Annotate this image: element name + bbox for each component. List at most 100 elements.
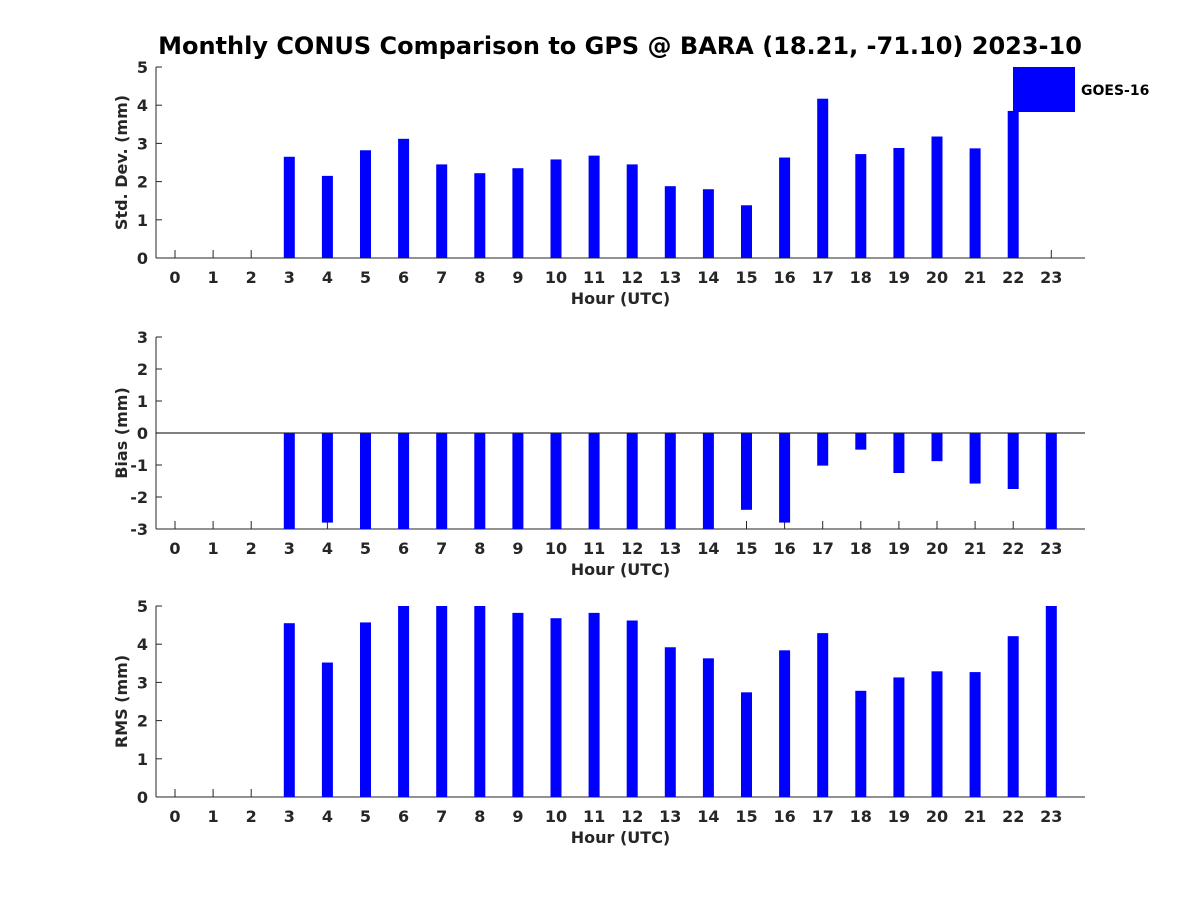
y-tick-label: 3	[137, 328, 148, 347]
x-tick-label: 17	[812, 807, 834, 826]
x-tick-label: 10	[545, 539, 567, 558]
x-tick-label: 11	[583, 268, 605, 287]
bar-hour-10	[550, 159, 562, 258]
bar-hour-21	[969, 148, 981, 258]
x-tick-label: 14	[697, 268, 719, 287]
bar-hour-14	[702, 433, 714, 529]
x-tick-label: 7	[436, 268, 447, 287]
bar-hour-10	[550, 618, 562, 797]
x-tick-label: 21	[964, 268, 986, 287]
bar-hour-5	[360, 622, 371, 797]
x-tick-label: 8	[474, 268, 485, 287]
x-tick-label: 1	[208, 268, 219, 287]
bar-hour-6	[398, 138, 410, 258]
x-axis-label: Hour (UTC)	[571, 289, 671, 308]
bar-hour-3	[283, 623, 295, 797]
x-tick-label: 13	[659, 539, 681, 558]
x-tick-label: 22	[1002, 539, 1024, 558]
y-tick-label: 2	[137, 360, 148, 379]
y-tick-label: 0	[137, 249, 148, 268]
x-tick-label: 9	[512, 807, 523, 826]
bar-hour-19	[893, 433, 905, 473]
x-tick-label: 23	[1040, 268, 1062, 287]
bar-hour-17	[817, 433, 829, 466]
y-axis-label: RMS (mm)	[112, 655, 131, 748]
y-tick-label: 1	[137, 392, 148, 411]
legend-swatch	[1013, 67, 1075, 112]
bar-hour-19	[893, 147, 905, 258]
x-tick-label: 15	[735, 539, 757, 558]
x-tick-label: 5	[360, 807, 371, 826]
x-tick-label: 15	[735, 268, 757, 287]
x-tick-label: 4	[322, 807, 333, 826]
x-tick-label: 16	[773, 807, 795, 826]
bar-hour-8	[474, 606, 486, 797]
bar-hour-15	[741, 205, 752, 258]
y-tick-label: 3	[137, 673, 148, 692]
x-tick-label: 16	[773, 268, 795, 287]
y-tick-label: 5	[137, 58, 148, 77]
x-tick-label: 14	[697, 539, 719, 558]
bar-hour-16	[779, 650, 791, 797]
bar-hour-5	[360, 150, 371, 258]
bar-hour-9	[512, 168, 524, 258]
bar-hour-15	[741, 692, 752, 797]
bar-hour-6	[398, 606, 410, 797]
x-tick-label: 11	[583, 539, 605, 558]
x-tick-label: 2	[246, 268, 257, 287]
x-tick-label: 21	[964, 807, 986, 826]
bar-hour-12	[626, 620, 638, 797]
x-tick-label: 2	[246, 539, 257, 558]
bar-hour-22	[1007, 110, 1019, 259]
bar-hour-11	[588, 433, 600, 529]
bar-hour-10	[550, 433, 562, 529]
x-tick-label: 14	[697, 807, 719, 826]
bar-hour-14	[702, 189, 714, 258]
x-tick-label: 18	[850, 268, 872, 287]
bar-hour-4	[321, 433, 333, 523]
x-tick-label: 12	[621, 807, 643, 826]
x-tick-label: 21	[964, 539, 986, 558]
x-tick-label: 13	[659, 268, 681, 287]
x-tick-label: 11	[583, 807, 605, 826]
x-tick-label: 6	[398, 807, 409, 826]
bar-hour-3	[283, 433, 295, 529]
bar-hour-20	[931, 433, 943, 462]
x-tick-label: 3	[284, 807, 295, 826]
x-tick-label: 1	[208, 807, 219, 826]
bar-hour-11	[588, 612, 600, 797]
bar-hour-18	[855, 690, 867, 797]
x-tick-label: 15	[735, 807, 757, 826]
x-tick-label: 6	[398, 268, 409, 287]
bar-hour-23	[1045, 433, 1057, 529]
y-tick-label: 5	[137, 597, 148, 616]
y-tick-label: 3	[137, 134, 148, 153]
bar-hour-8	[474, 433, 486, 529]
bar-hour-15	[741, 433, 752, 510]
bar-hour-16	[779, 157, 791, 258]
chart-title: Monthly CONUS Comparison to GPS @ BARA (…	[158, 32, 1082, 60]
y-tick-label: 2	[137, 173, 148, 192]
x-axis-label: Hour (UTC)	[571, 560, 671, 579]
bar-hour-4	[321, 662, 333, 797]
y-tick-label: -1	[130, 456, 148, 475]
x-tick-label: 18	[850, 539, 872, 558]
bar-hour-23	[1045, 606, 1057, 797]
x-tick-label: 5	[360, 539, 371, 558]
bar-hour-17	[817, 633, 829, 797]
x-tick-label: 3	[284, 268, 295, 287]
bar-hour-5	[360, 433, 371, 529]
x-tick-label: 23	[1040, 539, 1062, 558]
x-tick-label: 22	[1002, 807, 1024, 826]
bar-hour-9	[512, 612, 524, 797]
bar-hour-7	[436, 164, 448, 258]
legend: GOES-16	[1013, 67, 1149, 112]
x-tick-label: 22	[1002, 268, 1024, 287]
x-tick-label: 0	[169, 807, 180, 826]
bar-hour-16	[779, 433, 791, 523]
x-tick-label: 16	[773, 539, 795, 558]
x-tick-label: 18	[850, 807, 872, 826]
